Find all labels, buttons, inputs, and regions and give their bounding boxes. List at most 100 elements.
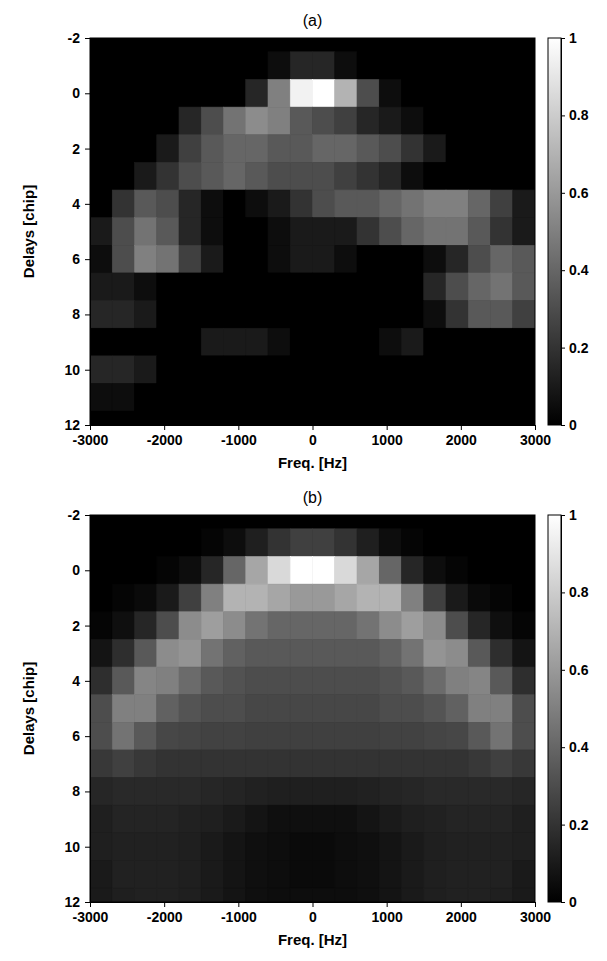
cell — [402, 411, 424, 425]
cell — [335, 135, 357, 163]
cell — [313, 52, 335, 80]
cell — [246, 888, 268, 902]
cell — [424, 273, 446, 301]
cell — [224, 639, 246, 667]
cell — [246, 245, 268, 273]
cell — [224, 79, 246, 107]
tick-label: 2 — [72, 618, 80, 634]
cell — [90, 328, 112, 356]
cell — [446, 529, 468, 557]
cell — [468, 833, 490, 861]
cell — [446, 162, 468, 190]
cell — [379, 38, 401, 52]
cell — [513, 384, 535, 412]
cell — [491, 218, 513, 246]
plot-frame — [90, 38, 535, 425]
cell — [357, 529, 379, 557]
cell — [313, 584, 335, 612]
cell — [246, 107, 268, 135]
cell — [90, 888, 112, 902]
cell — [201, 639, 223, 667]
cell — [224, 135, 246, 163]
cell — [179, 328, 201, 356]
cell — [335, 695, 357, 723]
cell — [268, 667, 290, 695]
cell — [157, 612, 179, 640]
cell — [357, 135, 379, 163]
tick-mark — [561, 193, 565, 194]
cell — [268, 805, 290, 833]
cell — [290, 888, 312, 902]
cell — [246, 301, 268, 329]
axis-line — [85, 516, 91, 903]
tick: 0.2 — [561, 340, 589, 356]
cell — [224, 162, 246, 190]
cell — [290, 612, 312, 640]
cell — [335, 722, 357, 750]
x-axis-title: Freq. [Hz] — [278, 931, 347, 948]
cell — [290, 328, 312, 356]
axis: -3000-2000-10000100020003000 — [73, 902, 552, 925]
cell — [468, 328, 490, 356]
tick-mark — [85, 38, 90, 39]
cell — [157, 135, 179, 163]
cell — [446, 750, 468, 778]
cell — [402, 584, 424, 612]
cell — [246, 833, 268, 861]
cell — [513, 38, 535, 52]
cell — [379, 356, 401, 384]
tick: 2 — [72, 618, 90, 634]
cell — [491, 695, 513, 723]
cell — [379, 556, 401, 584]
tick-mark — [313, 902, 314, 907]
cell — [201, 667, 223, 695]
cell — [201, 162, 223, 190]
cell — [201, 861, 223, 889]
cell — [491, 833, 513, 861]
cell — [468, 190, 490, 218]
cell — [112, 556, 134, 584]
cell — [290, 135, 312, 163]
cell — [135, 695, 157, 723]
cell — [224, 411, 246, 425]
cell — [513, 515, 535, 529]
cell — [491, 805, 513, 833]
cell — [201, 190, 223, 218]
cell — [290, 273, 312, 301]
cell — [335, 515, 357, 529]
cell — [201, 38, 223, 52]
cell — [446, 301, 468, 329]
cell — [201, 107, 223, 135]
cell — [268, 52, 290, 80]
tick: 0 — [72, 562, 90, 578]
cell — [135, 52, 157, 80]
tick-label: 0.8 — [569, 584, 589, 600]
cell — [402, 162, 424, 190]
cell — [135, 107, 157, 135]
cell — [491, 888, 513, 902]
cell — [179, 695, 201, 723]
cell — [446, 190, 468, 218]
cell — [402, 301, 424, 329]
cell — [313, 107, 335, 135]
tick-label: 6 — [72, 728, 80, 744]
cell — [379, 328, 401, 356]
tick: 0 — [72, 85, 90, 101]
tick: 0.4 — [561, 739, 589, 755]
cell — [201, 888, 223, 902]
cell — [224, 190, 246, 218]
cell — [246, 79, 268, 107]
cell — [157, 384, 179, 412]
cell — [357, 301, 379, 329]
cell — [290, 750, 312, 778]
cell — [135, 639, 157, 667]
tick: 6 — [72, 728, 90, 744]
cell — [446, 515, 468, 529]
axis-line — [91, 426, 536, 431]
cell — [112, 135, 134, 163]
cell — [112, 356, 134, 384]
cell — [157, 79, 179, 107]
cell — [313, 556, 335, 584]
cell — [179, 245, 201, 273]
tick-label: 4 — [72, 673, 80, 689]
